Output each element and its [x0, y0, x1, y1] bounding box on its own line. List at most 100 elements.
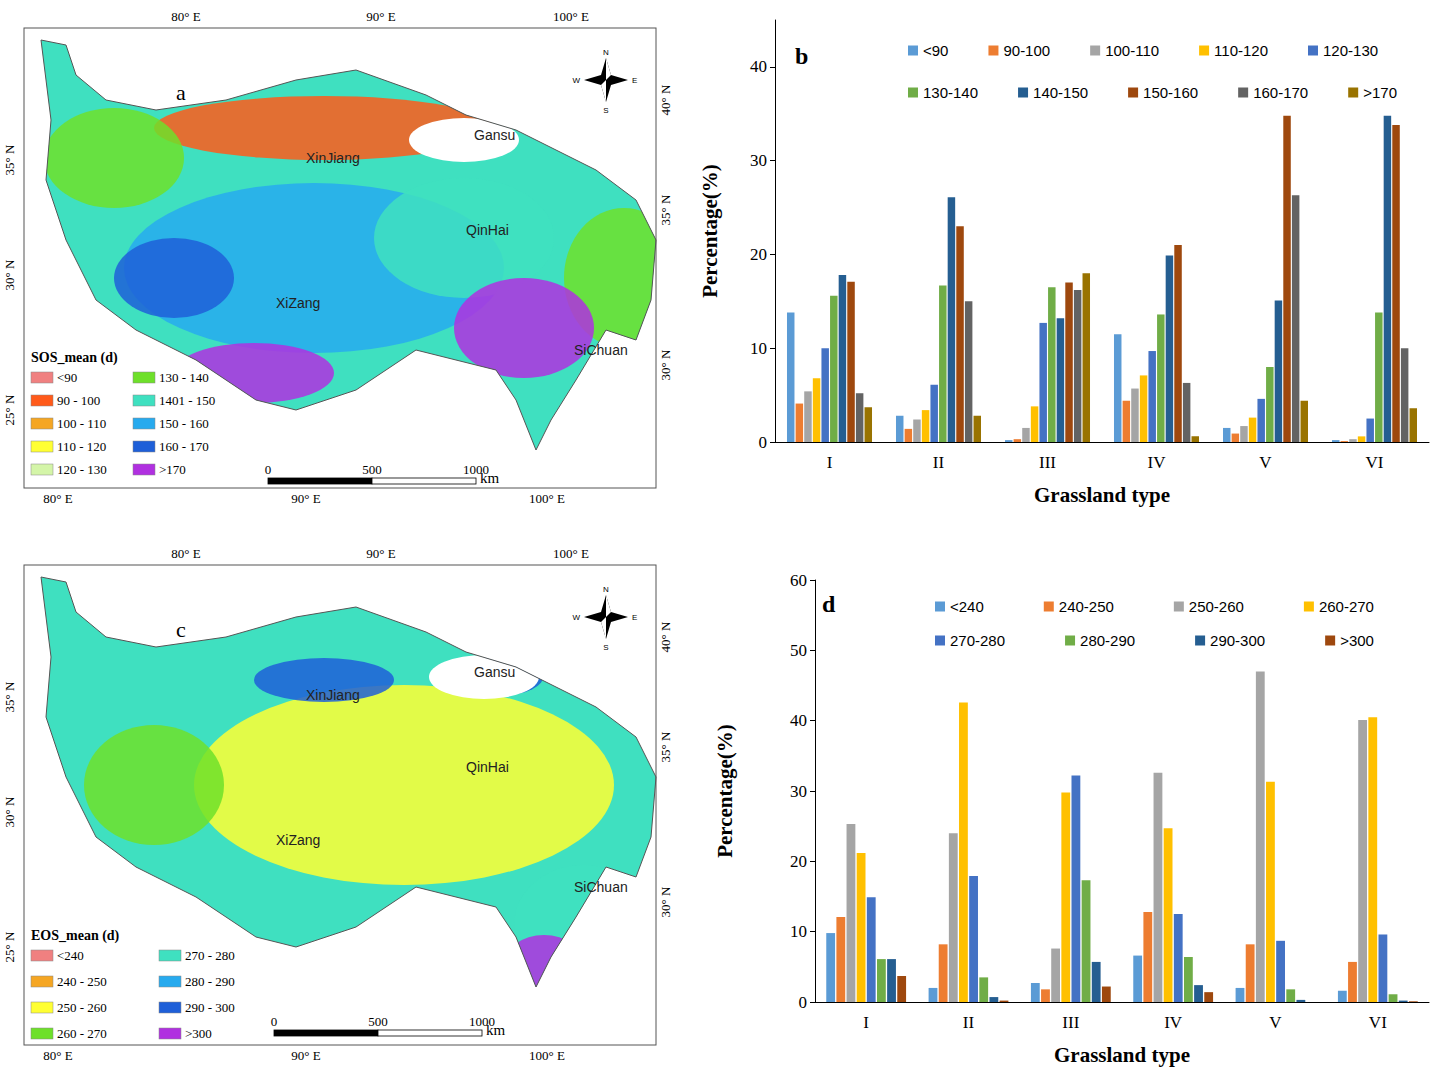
svg-text:IV: IV: [1164, 1013, 1183, 1032]
svg-text:SiChuan: SiChuan: [574, 342, 628, 358]
svg-text:<90: <90: [923, 42, 948, 59]
svg-text:270-280: 270-280: [950, 632, 1005, 649]
svg-text:260 - 270: 260 - 270: [57, 1026, 107, 1041]
svg-text:290 - 300: 290 - 300: [185, 1000, 235, 1015]
svg-text:E: E: [632, 76, 637, 85]
svg-text:120-130: 120-130: [1323, 42, 1378, 59]
svg-text:240-250: 240-250: [1059, 598, 1114, 615]
svg-text:III: III: [1039, 453, 1056, 472]
svg-text:140-150: 140-150: [1033, 84, 1088, 101]
svg-text:N: N: [603, 585, 609, 594]
svg-text:50: 50: [790, 641, 807, 660]
svg-text:290-300: 290-300: [1210, 632, 1265, 649]
svg-text:II: II: [933, 453, 945, 472]
svg-text:20: 20: [790, 852, 807, 871]
svg-text:150 - 160: 150 - 160: [159, 416, 209, 431]
svg-text:90 - 100: 90 - 100: [57, 393, 100, 408]
svg-text:100° E: 100° E: [553, 546, 589, 561]
svg-text:>170: >170: [1363, 84, 1397, 101]
svg-text:II: II: [963, 1013, 975, 1032]
svg-text:90° E: 90° E: [366, 9, 395, 24]
svg-text:N: N: [603, 48, 609, 57]
svg-text:500: 500: [368, 1014, 388, 1029]
svg-text:VI: VI: [1369, 1013, 1387, 1032]
svg-text:>300: >300: [185, 1026, 212, 1041]
svg-text:30° N: 30° N: [658, 886, 673, 917]
svg-text:90° E: 90° E: [291, 1048, 320, 1063]
svg-text:XiZang: XiZang: [276, 832, 320, 848]
svg-text:Percentage(%): Percentage(%): [713, 724, 737, 858]
svg-text:V: V: [1259, 453, 1272, 472]
svg-text:30° N: 30° N: [2, 796, 17, 827]
svg-text:SOS_mean (d): SOS_mean (d): [31, 350, 118, 366]
svg-text:QinHai: QinHai: [466, 222, 509, 238]
svg-text:b: b: [795, 43, 808, 69]
svg-text:I: I: [863, 1013, 869, 1032]
svg-text:35° N: 35° N: [2, 681, 17, 712]
svg-text:10: 10: [790, 922, 807, 941]
svg-text:100-110: 100-110: [1105, 42, 1159, 59]
svg-text:110 - 120: 110 - 120: [57, 439, 106, 454]
svg-text:Percentage(%): Percentage(%): [698, 164, 722, 298]
svg-text:30: 30: [750, 151, 767, 170]
svg-text:30° N: 30° N: [2, 259, 17, 290]
svg-text:Gansu: Gansu: [474, 664, 515, 680]
svg-text:270 - 280: 270 - 280: [185, 948, 235, 963]
svg-text:120 - 130: 120 - 130: [57, 462, 107, 477]
svg-text:0: 0: [271, 1014, 278, 1029]
svg-text:XiZang: XiZang: [276, 295, 320, 311]
svg-text:90-100: 90-100: [1003, 42, 1050, 59]
svg-text:S: S: [603, 106, 608, 115]
svg-text:0: 0: [265, 462, 272, 477]
svg-text:Grassland type: Grassland type: [1034, 483, 1170, 507]
svg-text:<240: <240: [57, 948, 84, 963]
svg-text:280 - 290: 280 - 290: [185, 974, 235, 989]
svg-text:XinJiang: XinJiang: [306, 687, 360, 703]
svg-text:280-290: 280-290: [1080, 632, 1135, 649]
svg-text:XinJiang: XinJiang: [306, 150, 360, 166]
svg-text:35° N: 35° N: [2, 144, 17, 175]
svg-text:250 - 260: 250 - 260: [57, 1000, 107, 1015]
svg-text:80° E: 80° E: [171, 9, 200, 24]
svg-text:EOS_mean (d): EOS_mean (d): [31, 928, 120, 944]
svg-text:40° N: 40° N: [658, 621, 673, 652]
svg-text:<90: <90: [57, 370, 77, 385]
svg-text:250-260: 250-260: [1189, 598, 1244, 615]
svg-text:30° N: 30° N: [658, 349, 673, 380]
svg-text:25° N: 25° N: [2, 394, 17, 425]
svg-text:90° E: 90° E: [291, 491, 320, 506]
svg-text:V: V: [1269, 1013, 1282, 1032]
svg-text:km: km: [480, 470, 500, 486]
svg-text:>300: >300: [1340, 632, 1374, 649]
svg-text:30: 30: [790, 782, 807, 801]
svg-text:100° E: 100° E: [529, 491, 565, 506]
svg-text:25° N: 25° N: [2, 931, 17, 962]
svg-text:SiChuan: SiChuan: [574, 879, 628, 895]
svg-text:100° E: 100° E: [529, 1048, 565, 1063]
svg-text:35° N: 35° N: [658, 194, 673, 225]
svg-text:Gansu: Gansu: [474, 127, 515, 143]
svg-text:150-160: 150-160: [1143, 84, 1198, 101]
svg-text:a: a: [176, 80, 186, 105]
svg-text:40° N: 40° N: [658, 84, 673, 115]
svg-text:I: I: [827, 453, 833, 472]
svg-text:60: 60: [790, 571, 807, 590]
svg-text:160 - 170: 160 - 170: [159, 439, 209, 454]
svg-text:130 - 140: 130 - 140: [159, 370, 209, 385]
svg-text:35° N: 35° N: [658, 731, 673, 762]
svg-text:km: km: [486, 1022, 506, 1038]
svg-text:240 - 250: 240 - 250: [57, 974, 107, 989]
svg-text:W: W: [572, 613, 580, 622]
svg-text:<240: <240: [950, 598, 984, 615]
svg-text:100° E: 100° E: [553, 9, 589, 24]
svg-text:80° E: 80° E: [43, 491, 72, 506]
svg-text:d: d: [822, 591, 836, 617]
svg-text:500: 500: [362, 462, 382, 477]
svg-text:110-120: 110-120: [1214, 42, 1268, 59]
svg-text:0: 0: [799, 993, 808, 1012]
svg-text:260-270: 260-270: [1319, 598, 1374, 615]
svg-text:80° E: 80° E: [171, 546, 200, 561]
svg-text:0: 0: [759, 433, 768, 452]
svg-text:W: W: [572, 76, 580, 85]
svg-text:VI: VI: [1366, 453, 1384, 472]
